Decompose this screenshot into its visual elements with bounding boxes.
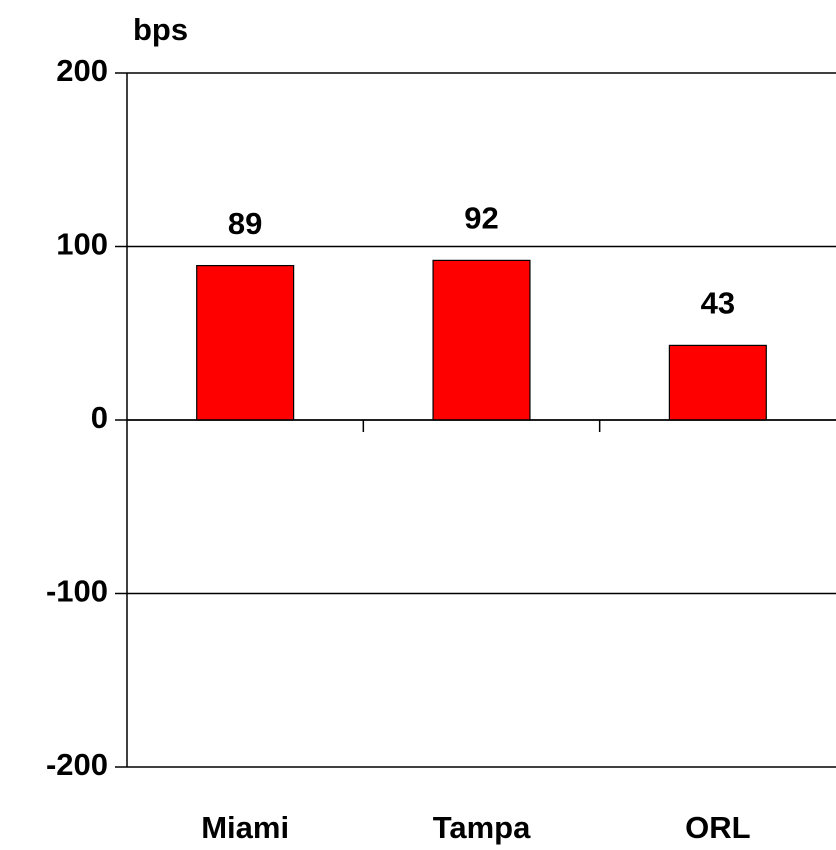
y-tick-label: 100 bbox=[56, 227, 108, 262]
x-tick-label: ORL bbox=[685, 810, 750, 845]
y-tick-label: -200 bbox=[46, 747, 108, 782]
data-label: 89 bbox=[228, 206, 262, 241]
data-label: 92 bbox=[464, 201, 498, 236]
y-tick-label: 200 bbox=[56, 53, 108, 88]
y-tick-label: -100 bbox=[46, 574, 108, 609]
y-axis-label: bps bbox=[133, 12, 188, 47]
x-tick-label: Tampa bbox=[433, 810, 531, 845]
x-tick-label: Miami bbox=[201, 810, 289, 845]
data-label: 43 bbox=[701, 286, 735, 321]
bar bbox=[668, 344, 767, 421]
bar bbox=[432, 259, 531, 421]
bar bbox=[196, 264, 295, 421]
y-tick-label: 0 bbox=[91, 400, 108, 435]
